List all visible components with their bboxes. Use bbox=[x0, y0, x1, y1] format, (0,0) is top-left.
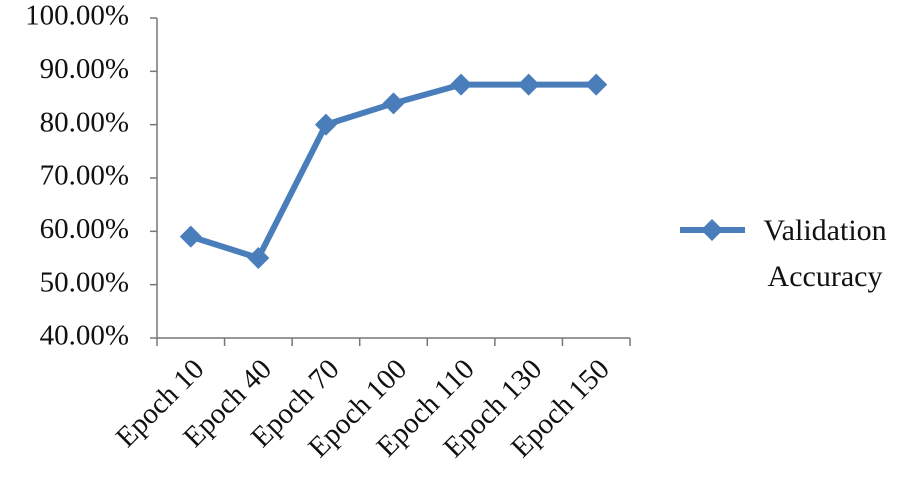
data-point bbox=[585, 73, 608, 96]
data-point bbox=[450, 73, 473, 96]
data-point bbox=[382, 92, 405, 115]
data-point bbox=[314, 113, 337, 136]
y-tick-label: 70.00% bbox=[40, 160, 129, 192]
data-point bbox=[247, 247, 270, 269]
y-tick-label: 90.00% bbox=[40, 53, 129, 85]
y-tick-label: 40.00% bbox=[40, 320, 129, 352]
y-tick-label: 80.00% bbox=[40, 106, 129, 138]
y-tick-label: 50.00% bbox=[40, 266, 129, 298]
legend-marker bbox=[701, 219, 723, 241]
data-point bbox=[517, 73, 540, 96]
y-tick-label: 60.00% bbox=[40, 213, 129, 245]
y-tick-label: 100.00% bbox=[25, 0, 129, 32]
legend-label: Validation Accuracy bbox=[763, 214, 887, 293]
data-point bbox=[179, 225, 202, 248]
